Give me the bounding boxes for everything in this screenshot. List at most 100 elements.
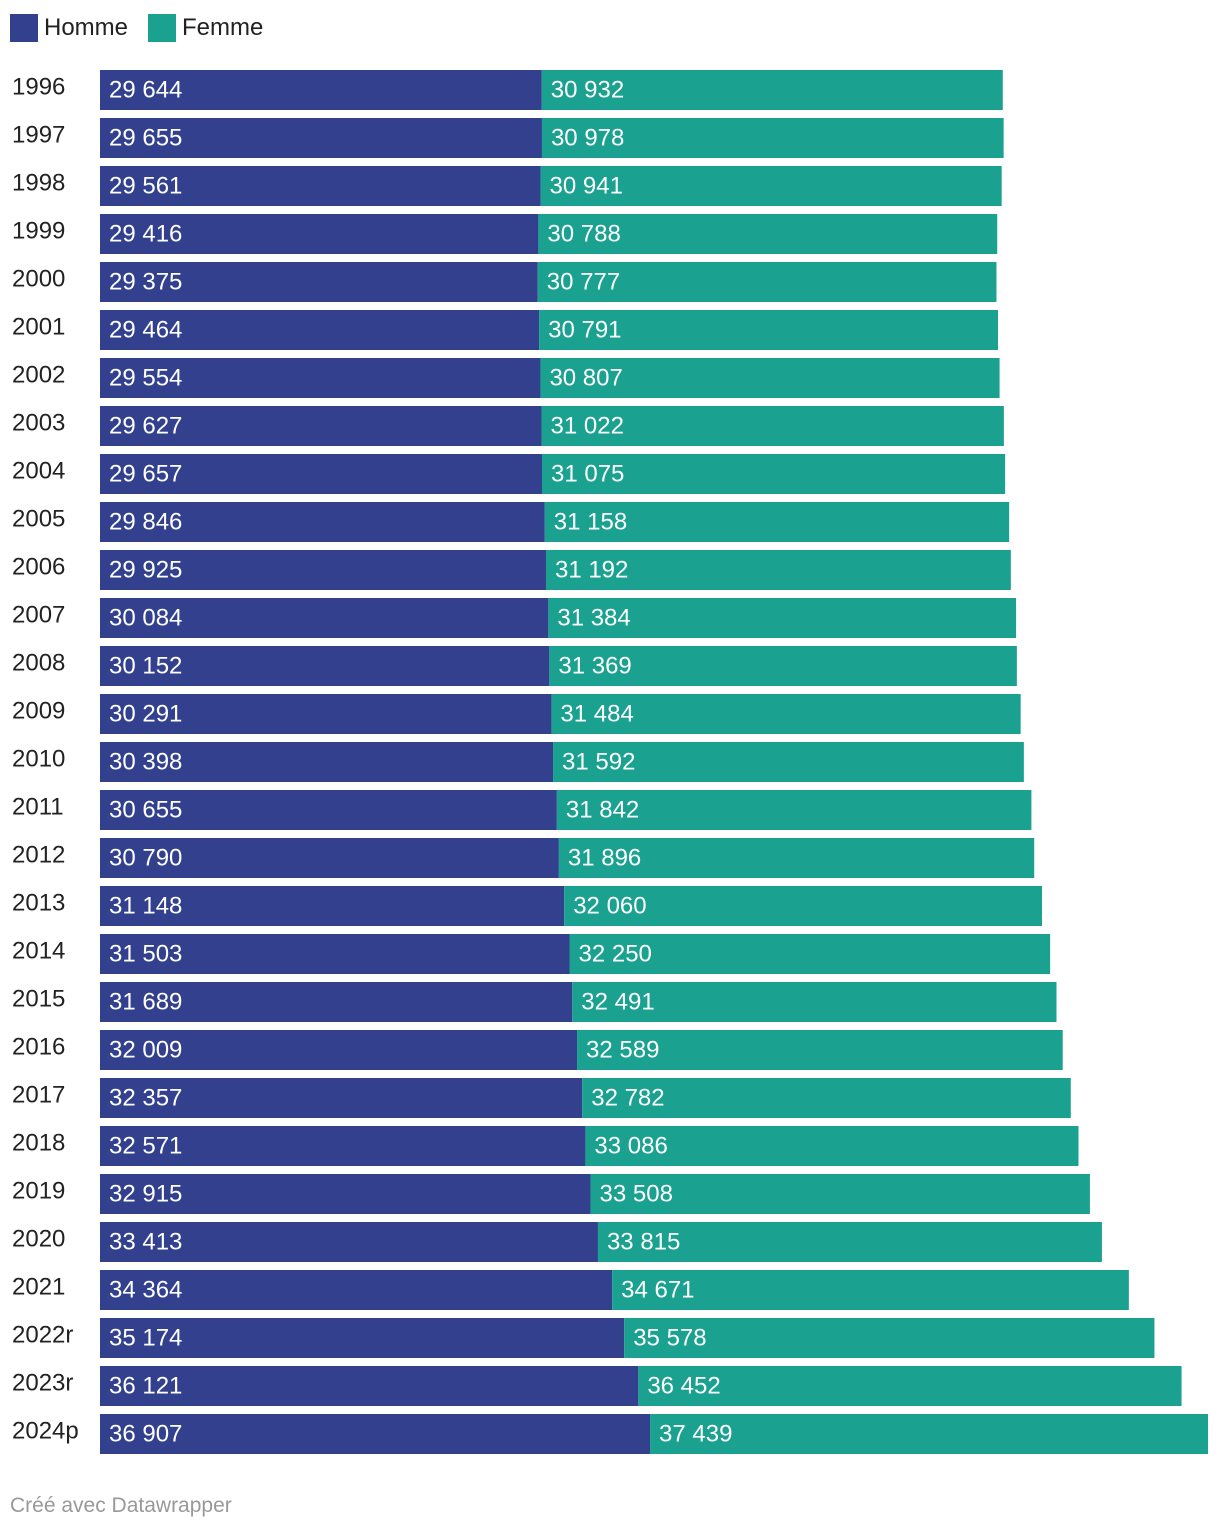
data-label-homme-2011: 30 655 [109, 796, 182, 823]
bar-femme-2018[interactable] [585, 1126, 1079, 1166]
bar-femme-2017[interactable] [582, 1078, 1071, 1118]
category-label-2006: 2006 [12, 553, 65, 580]
category-label-1996: 1996 [12, 73, 65, 100]
data-label-homme-2023r: 36 121 [109, 1372, 182, 1399]
category-label-2022r: 2022r [12, 1321, 73, 1348]
data-label-homme-2020: 33 413 [109, 1228, 182, 1255]
data-label-homme-2000: 29 375 [109, 268, 182, 295]
bar-homme-2019[interactable] [100, 1174, 591, 1214]
data-label-homme-1997: 29 655 [109, 124, 182, 151]
bar-femme-2005[interactable] [544, 502, 1010, 542]
data-label-femme-2008: 31 369 [558, 652, 631, 679]
data-label-homme-2016: 32 009 [109, 1036, 182, 1063]
data-label-femme-2010: 31 592 [562, 748, 635, 775]
bar-homme-2017[interactable] [100, 1078, 583, 1118]
bar-femme-2004[interactable] [541, 454, 1006, 494]
bar-femme-2007[interactable] [548, 598, 1017, 638]
data-label-homme-2013: 31 148 [109, 892, 182, 919]
bar-homme-2020[interactable] [100, 1222, 598, 1262]
category-label-1997: 1997 [12, 121, 65, 148]
bar-femme-2020[interactable] [597, 1222, 1102, 1262]
bar-homme-2024p[interactable] [100, 1414, 651, 1454]
category-label-1999: 1999 [12, 217, 65, 244]
bar-homme-2023r[interactable] [100, 1366, 639, 1406]
data-label-femme-2012: 31 896 [568, 844, 641, 871]
bar-homme-1996[interactable] [100, 70, 542, 110]
bar-homme-1998[interactable] [100, 166, 541, 206]
category-label-2009: 2009 [12, 697, 65, 724]
bar-homme-1999[interactable] [100, 214, 539, 254]
data-label-homme-2002: 29 554 [109, 364, 182, 391]
bar-femme-2010[interactable] [553, 742, 1024, 782]
legend-item-femme[interactable]: Femme [148, 14, 263, 42]
bar-femme-2012[interactable] [558, 838, 1035, 878]
category-label-1998: 1998 [12, 169, 65, 196]
stacked-bar-chart: 1996 29 644 30 932 1997 29 655 30 978 1998 29 5… [12, 70, 1208, 1454]
data-label-homme-1996: 29 644 [109, 76, 182, 103]
data-label-homme-2017: 32 357 [109, 1084, 182, 1111]
bar-femme-2015[interactable] [572, 982, 1057, 1022]
bar-homme-2021[interactable] [100, 1270, 613, 1310]
bar-homme-2010[interactable] [100, 742, 554, 782]
bar-femme-2016[interactable] [577, 1030, 1063, 1070]
bar-homme-2015[interactable] [100, 982, 573, 1022]
legend-item-homme[interactable]: Homme [10, 14, 128, 42]
bar-femme-2001[interactable] [539, 310, 998, 350]
bar-homme-2000[interactable] [100, 262, 538, 302]
bar-femme-2013[interactable] [564, 886, 1043, 926]
bar-femme-2006[interactable] [545, 550, 1011, 590]
category-label-2011: 2011 [12, 793, 64, 820]
bar-homme-2005[interactable] [100, 502, 545, 542]
bar-homme-2002[interactable] [100, 358, 541, 398]
data-label-femme-2007: 31 384 [557, 604, 630, 631]
data-label-femme-2013: 32 060 [573, 892, 646, 919]
bar-homme-2013[interactable] [100, 886, 565, 926]
bar-femme-1998[interactable] [540, 166, 1002, 206]
bar-homme-2003[interactable] [100, 406, 542, 446]
bar-homme-2018[interactable] [100, 1126, 586, 1166]
bar-homme-2009[interactable] [100, 694, 552, 734]
category-label-2021: 2021 [12, 1273, 65, 1300]
bar-femme-1997[interactable] [541, 118, 1004, 158]
category-label-2024p: 2024p [12, 1417, 79, 1444]
data-label-homme-2018: 32 571 [109, 1132, 182, 1159]
bar-femme-2011[interactable] [556, 790, 1032, 830]
bar-femme-2021[interactable] [612, 1270, 1129, 1310]
bar-homme-2014[interactable] [100, 934, 570, 974]
bar-femme-2009[interactable] [551, 694, 1021, 734]
bar-femme-1996[interactable] [541, 70, 1003, 110]
bar-femme-2022r[interactable] [624, 1318, 1155, 1358]
bar-homme-2001[interactable] [100, 310, 540, 350]
data-label-femme-1997: 30 978 [551, 124, 624, 151]
bar-femme-2008[interactable] [549, 646, 1017, 686]
data-label-homme-2006: 29 925 [109, 556, 182, 583]
bar-femme-2024p[interactable] [650, 1414, 1208, 1454]
data-label-homme-2009: 30 291 [109, 700, 182, 727]
bar-homme-2016[interactable] [100, 1030, 578, 1070]
category-label-2015: 2015 [12, 985, 65, 1012]
data-label-homme-2003: 29 627 [109, 412, 182, 439]
category-label-2002: 2002 [12, 361, 65, 388]
legend-swatch-femme [148, 14, 177, 42]
bar-femme-2000[interactable] [537, 262, 997, 302]
bar-homme-1997[interactable] [100, 118, 542, 158]
bar-femme-2014[interactable] [569, 934, 1051, 974]
bar-homme-2012[interactable] [100, 838, 559, 878]
bar-homme-2022r[interactable] [100, 1318, 625, 1358]
bar-homme-2006[interactable] [100, 550, 546, 590]
bar-femme-2023r[interactable] [638, 1366, 1182, 1406]
bar-homme-2011[interactable] [100, 790, 557, 830]
data-label-homme-2008: 30 152 [109, 652, 182, 679]
data-label-femme-2018: 33 086 [594, 1132, 667, 1159]
bar-homme-2008[interactable] [100, 646, 550, 686]
bar-homme-2007[interactable] [100, 598, 549, 638]
bar-homme-2004[interactable] [100, 454, 542, 494]
bar-femme-1999[interactable] [538, 214, 998, 254]
bar-femme-2002[interactable] [540, 358, 1000, 398]
bar-femme-2003[interactable] [541, 406, 1004, 446]
data-label-femme-2020: 33 815 [607, 1228, 680, 1255]
data-label-femme-2024p: 37 439 [659, 1420, 732, 1447]
category-label-2013: 2013 [12, 889, 65, 916]
bar-femme-2019[interactable] [590, 1174, 1090, 1214]
data-label-femme-2001: 30 791 [548, 316, 621, 343]
